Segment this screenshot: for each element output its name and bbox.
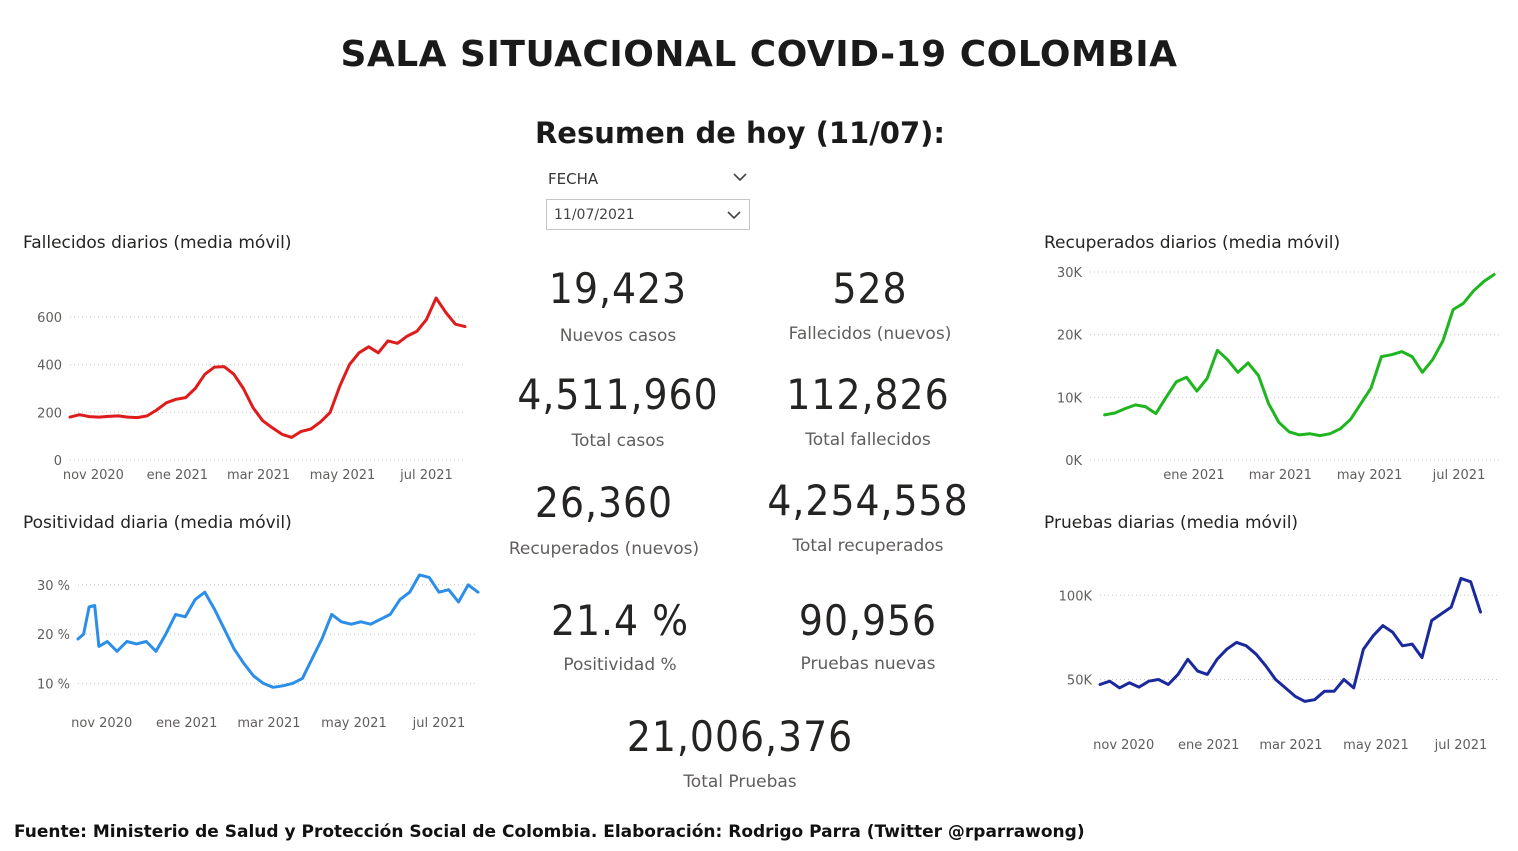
kpi-new-tests-label: Pruebas nuevas xyxy=(800,654,936,674)
x-tick-label: jul 2021 xyxy=(1432,468,1486,483)
series-line[interactable] xyxy=(68,296,467,439)
kpi-total-tests-label: Total Pruebas xyxy=(683,772,797,792)
x-tick-label: jul 2021 xyxy=(412,716,466,731)
chevron-down-icon xyxy=(727,211,741,220)
x-tick-label: may 2021 xyxy=(1337,468,1403,483)
x-tick-label: mar 2021 xyxy=(227,468,290,483)
series-line[interactable] xyxy=(1103,273,1496,438)
page-title: SALA SITUACIONAL COVID-19 COLOMBIA xyxy=(340,34,1178,75)
x-tick-label: ene 2021 xyxy=(156,716,217,731)
kpi-new-recovered-label: Recuperados (nuevos) xyxy=(508,539,700,559)
tests-line-chart[interactable]: 50K 100K nov 2020 ene 2021 mar 2021 may 2021 j… xyxy=(1030,560,1518,775)
kpi-new-tests-value: 90,956 xyxy=(798,596,938,645)
kpi-new-deaths-value: 528 xyxy=(832,264,908,313)
kpi-positivity-value: 21.4 % xyxy=(550,596,689,645)
tests-chart-title: Pruebas diarias (media móvil) xyxy=(1044,513,1299,533)
kpi-total-cases-label: Total casos xyxy=(571,431,665,451)
y-tick-label: 30K xyxy=(1057,266,1083,281)
x-tick-label: mar 2021 xyxy=(1249,468,1312,483)
source-footer: Fuente: Ministerio de Salud y Protección… xyxy=(14,822,1085,842)
y-tick-label: 0 xyxy=(54,454,62,469)
x-tick-label: jul 2021 xyxy=(399,468,453,483)
y-tick-label: 10K xyxy=(1057,391,1083,406)
kpi-new-cases-value: 19,423 xyxy=(548,264,688,313)
series-line[interactable] xyxy=(76,573,480,689)
kpi-total-cases-value: 4,511,960 xyxy=(517,370,719,419)
deaths-line-chart[interactable]: 0 200 400 600 nov 2020 ene 2021 mar 2021 may 20… xyxy=(0,260,490,490)
x-tick-label: ene 2021 xyxy=(1178,738,1239,753)
deaths-chart-title: Fallecidos diarios (media móvil) xyxy=(23,233,292,253)
x-tick-label: ene 2021 xyxy=(147,468,208,483)
kpi-new-recovered-value: 26,360 xyxy=(534,478,674,527)
y-tick-label: 0K xyxy=(1065,454,1082,469)
y-tick-label: 400 xyxy=(37,359,62,374)
kpi-new-cases-label: Nuevos casos xyxy=(559,326,677,346)
y-tick-label: 600 xyxy=(37,311,62,326)
x-tick-label: nov 2020 xyxy=(63,468,124,483)
kpi-total-deaths-value: 112,826 xyxy=(786,370,950,419)
positivity-chart-title: Positividad diaria (media móvil) xyxy=(23,513,292,533)
y-tick-label: 20 % xyxy=(37,628,70,643)
kpi-total-recovered-label: Total recuperados xyxy=(792,536,944,556)
x-tick-label: may 2021 xyxy=(310,468,376,483)
kpi-total-tests-value: 21,006,376 xyxy=(626,712,854,761)
x-tick-label: nov 2020 xyxy=(1093,738,1154,753)
x-tick-label: ene 2021 xyxy=(1163,468,1224,483)
date-filter-dropdown[interactable]: 11/07/2021 xyxy=(546,199,750,230)
recovered-chart-title: Recuperados diarios (media móvil) xyxy=(1044,233,1341,253)
y-tick-label: 200 xyxy=(37,406,62,421)
series-line[interactable] xyxy=(1098,576,1482,703)
y-tick-label: 20K xyxy=(1057,329,1083,344)
x-tick-label: mar 2021 xyxy=(237,716,300,731)
x-tick-label: mar 2021 xyxy=(1259,738,1322,753)
y-tick-label: 30 % xyxy=(37,579,70,594)
y-tick-label: 100K xyxy=(1059,589,1093,604)
x-tick-label: nov 2020 xyxy=(71,716,132,731)
date-filter-value: 11/07/2021 xyxy=(554,207,635,223)
kpi-total-recovered-value: 4,254,558 xyxy=(767,476,969,525)
chevron-down-icon[interactable] xyxy=(731,168,749,186)
date-filter-label: FECHA xyxy=(548,170,599,188)
x-tick-label: may 2021 xyxy=(1343,738,1409,753)
recovered-line-chart[interactable]: 0K 10K 20K 30K ene 2021 mar 2021 may 2021 jul 2… xyxy=(1030,260,1518,490)
y-tick-label: 10 % xyxy=(37,677,70,692)
x-tick-label: may 2021 xyxy=(321,716,387,731)
kpi-new-deaths-label: Fallecidos (nuevos) xyxy=(788,324,952,344)
positivity-line-chart[interactable]: 10 % 20 % 30 % nov 2020 ene 2021 mar 2021 may … xyxy=(0,560,490,760)
summary-heading: Resumen de hoy (11/07): xyxy=(534,116,946,150)
x-tick-label: jul 2021 xyxy=(1434,738,1488,753)
kpi-positivity-label: Positividad % xyxy=(563,655,677,675)
y-tick-label: 50K xyxy=(1067,673,1093,688)
kpi-total-deaths-label: Total fallecidos xyxy=(805,430,931,450)
